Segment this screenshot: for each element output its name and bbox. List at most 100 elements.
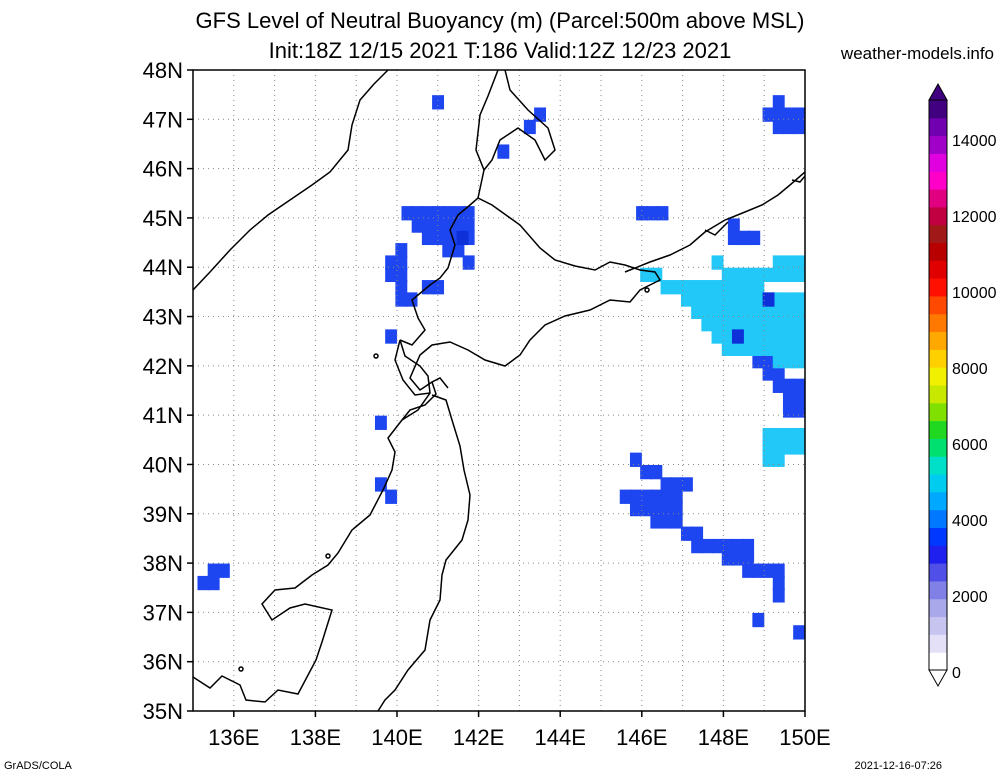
field-cell-blue — [395, 243, 408, 258]
field-cell-cyan — [772, 440, 785, 455]
field-cell-blue — [656, 206, 669, 221]
colorbar-segment — [929, 509, 947, 528]
field-cell-blue — [374, 477, 387, 492]
field-cell-cyan — [742, 329, 755, 344]
field-cell-cyan — [731, 280, 744, 295]
field-cell-cyan — [793, 354, 805, 369]
field-cell-blue — [762, 354, 775, 369]
field-cell-cyan — [721, 280, 734, 295]
colorbar-segment — [929, 420, 947, 439]
field-cell-blue — [432, 280, 445, 295]
field-cell-blue — [738, 230, 751, 246]
field-cell-cyan — [772, 452, 785, 467]
colorbar-segment — [929, 438, 947, 457]
field-cell-cyan — [793, 440, 805, 455]
colorbar-segment — [929, 224, 947, 243]
field-cell-cyan — [752, 304, 765, 320]
field-cell-blue — [731, 551, 744, 566]
field-cell-cyan — [721, 267, 734, 283]
field-cell-blue — [385, 255, 398, 270]
field-cell-cyan — [731, 304, 744, 320]
field-cell-cyan — [782, 255, 795, 270]
field-cell-blue — [421, 218, 434, 233]
field-cell-blue — [731, 538, 744, 554]
field-cell-blue — [793, 403, 805, 418]
lon-label: 150E — [779, 725, 830, 750]
field-cell-blue — [374, 415, 387, 430]
field-cell-cyan — [772, 317, 785, 332]
field-cell-blue — [442, 206, 455, 221]
field-cell-blue — [727, 230, 740, 246]
field-cell-blue — [721, 551, 734, 566]
field-cell-cyan — [772, 354, 785, 369]
field-cell-blue — [782, 390, 795, 406]
field-cell-cyan — [793, 317, 805, 332]
field-cell-blue — [660, 489, 673, 504]
field-cell-blue — [534, 107, 547, 122]
field-cell-cyan — [711, 292, 724, 307]
field-cell-blue — [640, 501, 653, 517]
field-cell-blue — [385, 329, 398, 344]
field-cell-blue — [748, 230, 761, 246]
field-cell-cyan — [721, 329, 734, 344]
field-cell-cyan — [793, 427, 805, 443]
field-cell-blue — [772, 575, 785, 591]
colorbar-segment — [929, 117, 947, 137]
field-cell-cyan — [762, 452, 775, 467]
colorbar — [928, 82, 948, 688]
colorbar-segment — [929, 598, 947, 618]
field-cell-blue — [772, 119, 785, 135]
colorbar-segment — [929, 580, 947, 600]
field-cell-cyan — [711, 329, 724, 344]
colorbar-segment — [929, 313, 947, 333]
map-subtitle: Init:18Z 12/15 2021 T:186 Valid:12Z 12/2… — [268, 38, 732, 63]
field-cell-cyan — [772, 304, 785, 320]
field-cell-blue — [670, 514, 683, 529]
lat-label: 43N — [143, 305, 183, 330]
field-cell-cyan — [762, 427, 775, 443]
field-cell-cyan — [731, 317, 744, 332]
field-cell-cyan — [782, 354, 795, 369]
site-credit: weather-models.info — [840, 44, 994, 63]
colorbar-segment — [929, 402, 947, 422]
field-cell-cyan — [752, 329, 765, 344]
field-cell-blue — [395, 280, 408, 295]
field-cell-blue — [217, 563, 230, 578]
field-cell-cyan — [762, 440, 775, 455]
field-cell-blue — [772, 563, 785, 578]
field-cell-blue — [401, 206, 414, 221]
colorbar-segment — [929, 278, 947, 297]
colorbar-segment — [929, 563, 947, 582]
field-cell-blue — [646, 206, 659, 221]
lon-label: 148E — [698, 725, 749, 750]
colorbar-segment — [929, 135, 947, 154]
colorbar-segment — [929, 385, 947, 404]
field-cell-blue — [442, 243, 455, 258]
field-cell-blue — [497, 144, 510, 159]
field-cell-cyan — [711, 255, 724, 270]
field-cell-blue — [421, 206, 434, 221]
field-cell-blue — [680, 526, 693, 541]
map-title: GFS Level of Neutral Buoyancy (m) (Parce… — [195, 8, 805, 33]
field-cell-blue — [395, 255, 408, 270]
field-cell-blue — [411, 206, 424, 221]
field-cell-blue — [793, 107, 805, 122]
field-cell-blue — [772, 95, 785, 110]
field-cell-cyan — [782, 427, 795, 443]
field-cell-blue — [629, 501, 642, 517]
colorbar-label: 12000 — [952, 209, 997, 226]
field-cell-blue — [721, 538, 734, 554]
colorbar-label: 4000 — [952, 513, 988, 530]
field-cell-blue — [752, 354, 765, 369]
lon-label: 146E — [616, 725, 667, 750]
field-cell-blue — [462, 218, 475, 233]
field-cell-cyan — [742, 341, 755, 356]
field-cell-blue — [670, 477, 683, 492]
lon-label: 138E — [290, 725, 341, 750]
field-cell-blue — [782, 378, 795, 393]
lon-label: 140E — [371, 725, 422, 750]
field-cell-cyan — [731, 341, 744, 356]
field-cell-cyan — [660, 280, 673, 295]
field-cell-blue — [629, 452, 642, 467]
